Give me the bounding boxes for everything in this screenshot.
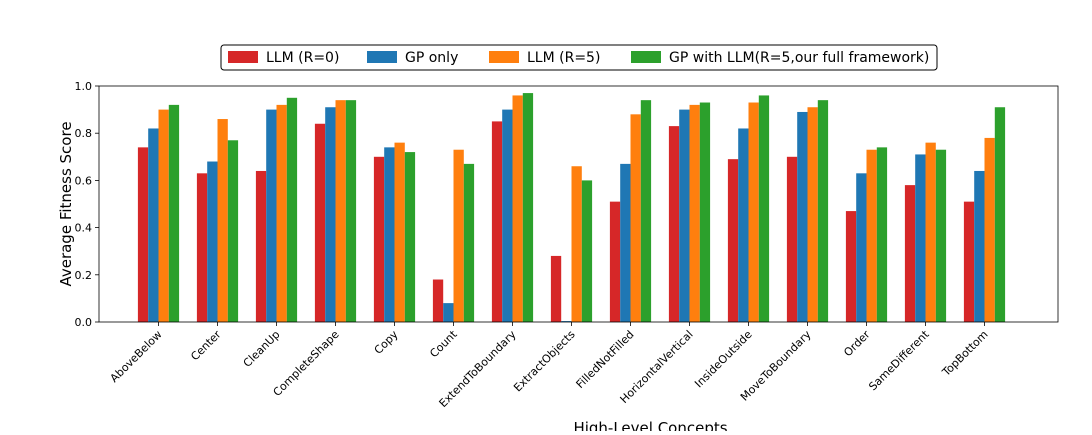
x-tick-label: Order (841, 328, 873, 360)
bar-ExtractObjects-s0 (550, 255, 562, 322)
bar-Copy-s2 (394, 142, 405, 322)
x-tick-label: TopBottom (939, 328, 991, 380)
x-axis-label: High-Level Concepts (573, 419, 727, 431)
bar-SameDifferent-s1 (915, 154, 926, 322)
legend-label: LLM (R=0) (266, 50, 339, 66)
bars-layer (137, 93, 1006, 323)
bar-HorizontalVertical-s2 (689, 104, 700, 322)
bar-MoveToBoundary-s3 (817, 100, 829, 322)
y-tick-label: 0.4 (75, 222, 93, 235)
bar-MoveToBoundary-s1 (797, 111, 808, 323)
bar-FilledNotFilled-s0 (609, 201, 621, 322)
bar-Copy-s0 (373, 156, 385, 322)
bar-FilledNotFilled-s3 (640, 100, 652, 322)
bar-ExtendToBoundary-s2 (512, 95, 523, 322)
bar-CleanUp-s3 (286, 97, 298, 322)
bar-Count-s2 (453, 149, 464, 322)
x-tick-label: CleanUp (241, 328, 283, 370)
y-tick-label: 0.6 (75, 174, 93, 187)
bar-AboveBelow-s2 (158, 109, 169, 322)
plot-frame (98, 85, 1059, 323)
x-tick-label: ExtractObjects (511, 328, 578, 395)
bar-CompleteShape-s1 (325, 107, 336, 323)
bar-Center-s3 (227, 140, 239, 322)
bar-FilledNotFilled-s2 (630, 114, 641, 322)
bar-MoveToBoundary-s2 (807, 107, 818, 323)
legend-swatch (489, 51, 519, 63)
bar-MoveToBoundary-s0 (786, 156, 798, 322)
bar-TopBottom-s2 (984, 137, 995, 322)
bar-CleanUp-s2 (276, 104, 287, 322)
bar-ExtractObjects-s2 (571, 166, 582, 322)
bar-ExtendToBoundary-s3 (522, 93, 534, 322)
y-tick-label: 0.2 (75, 269, 93, 282)
x-tick-label: AboveBelow (108, 328, 165, 385)
y-axis: 0.0 0.2 0.4 0.6 0.8 1.0 (75, 80, 99, 329)
bar-Center-s0 (196, 173, 208, 322)
bar-InsideOutside-s0 (727, 159, 739, 322)
bar-ExtendToBoundary-s1 (502, 109, 513, 322)
x-tick-label: InsideOutside (692, 328, 755, 391)
bar-InsideOutside-s1 (738, 128, 749, 322)
bar-ExtractObjects-s3 (581, 180, 593, 322)
y-tick-label: 0.0 (75, 316, 93, 329)
bar-TopBottom-s0 (963, 201, 975, 322)
bar-Order-s1 (856, 173, 867, 322)
legend-swatch (367, 51, 397, 63)
bar-InsideOutside-s2 (748, 102, 759, 323)
bar-TopBottom-s1 (974, 170, 985, 322)
bar-Count-s3 (463, 163, 475, 322)
bar-Count-s1 (443, 303, 454, 322)
legend-label: GP with LLM(R=5,our full framework) (669, 50, 929, 66)
bar-Order-s3 (876, 147, 888, 322)
bar-ExtractObjects-s1 (561, 321, 572, 322)
bar-CompleteShape-s2 (335, 100, 346, 322)
legend-label: LLM (R=5) (527, 50, 600, 66)
bar-HorizontalVertical-s3 (699, 102, 711, 323)
bar-TopBottom-s3 (994, 107, 1006, 323)
bar-Count-s0 (432, 279, 444, 322)
x-tick-label: Count (427, 327, 460, 360)
bar-SameDifferent-s0 (904, 185, 916, 322)
bar-Order-s2 (866, 149, 877, 322)
y-tick-label: 1.0 (75, 80, 93, 93)
bar-CleanUp-s1 (266, 109, 277, 322)
bar-AboveBelow-s1 (148, 128, 159, 322)
bar-Order-s0 (845, 211, 857, 322)
bar-HorizontalVertical-s1 (679, 109, 690, 322)
bar-SameDifferent-s2 (925, 142, 936, 322)
legend: LLM (R=0) GP only LLM (R=5) GP with LLM(R=5… (220, 44, 938, 71)
legend-swatch (228, 51, 258, 63)
y-tick-label: 0.8 (75, 127, 93, 140)
legend-box (220, 44, 938, 71)
bar-CompleteShape-s3 (345, 100, 357, 322)
bar-SameDifferent-s3 (935, 149, 947, 322)
bar-FilledNotFilled-s1 (620, 163, 631, 322)
bar-AboveBelow-s0 (137, 147, 149, 322)
bar-HorizontalVertical-s0 (668, 126, 680, 323)
y-axis-label: Average Fitness Score (57, 121, 75, 286)
bar-InsideOutside-s3 (758, 95, 770, 322)
bar-CompleteShape-s0 (314, 123, 326, 322)
x-tick-label: Copy (372, 328, 401, 357)
x-tick-label: FilledNotFilled (574, 328, 637, 391)
bar-Copy-s1 (384, 147, 395, 322)
bar-Center-s2 (217, 119, 228, 322)
bar-AboveBelow-s3 (168, 104, 180, 322)
bar-ExtendToBoundary-s0 (491, 121, 503, 323)
bar-Center-s1 (207, 161, 218, 322)
legend-swatch (631, 51, 661, 63)
bar-Copy-s3 (404, 152, 416, 322)
x-tick-label: Center (188, 328, 224, 364)
legend-label: GP only (405, 50, 458, 66)
x-tick-label: SameDifferent (866, 327, 932, 393)
bar-CleanUp-s0 (255, 170, 267, 322)
